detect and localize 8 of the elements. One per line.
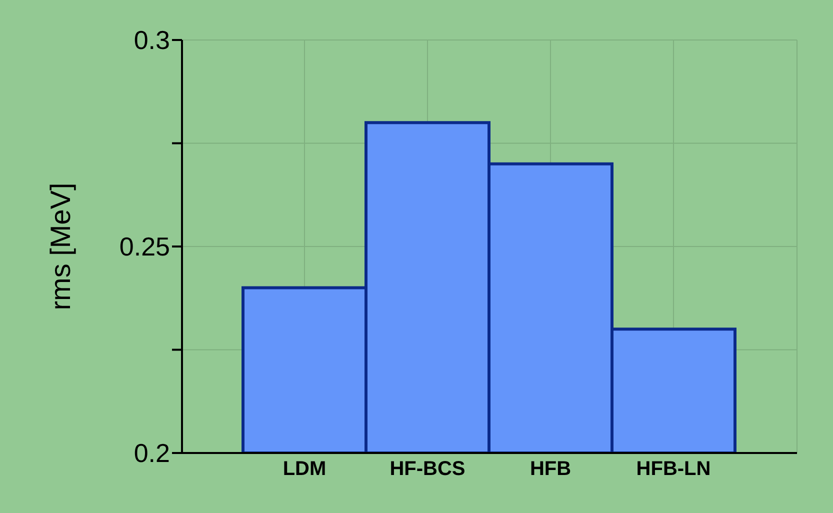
x-tick-label: HFB: [530, 458, 572, 480]
y-tick-label: 0.25: [119, 232, 170, 262]
y-tick-label: 0.3: [134, 25, 170, 56]
y-tick-label: 0.2: [134, 438, 170, 468]
x-tick-label: HFB-LN: [636, 458, 711, 480]
x-tick-label: LDM: [282, 458, 326, 480]
x-tick-label: HF-BCS: [390, 458, 466, 480]
y-axis-title: rms [MeV]: [44, 182, 76, 310]
